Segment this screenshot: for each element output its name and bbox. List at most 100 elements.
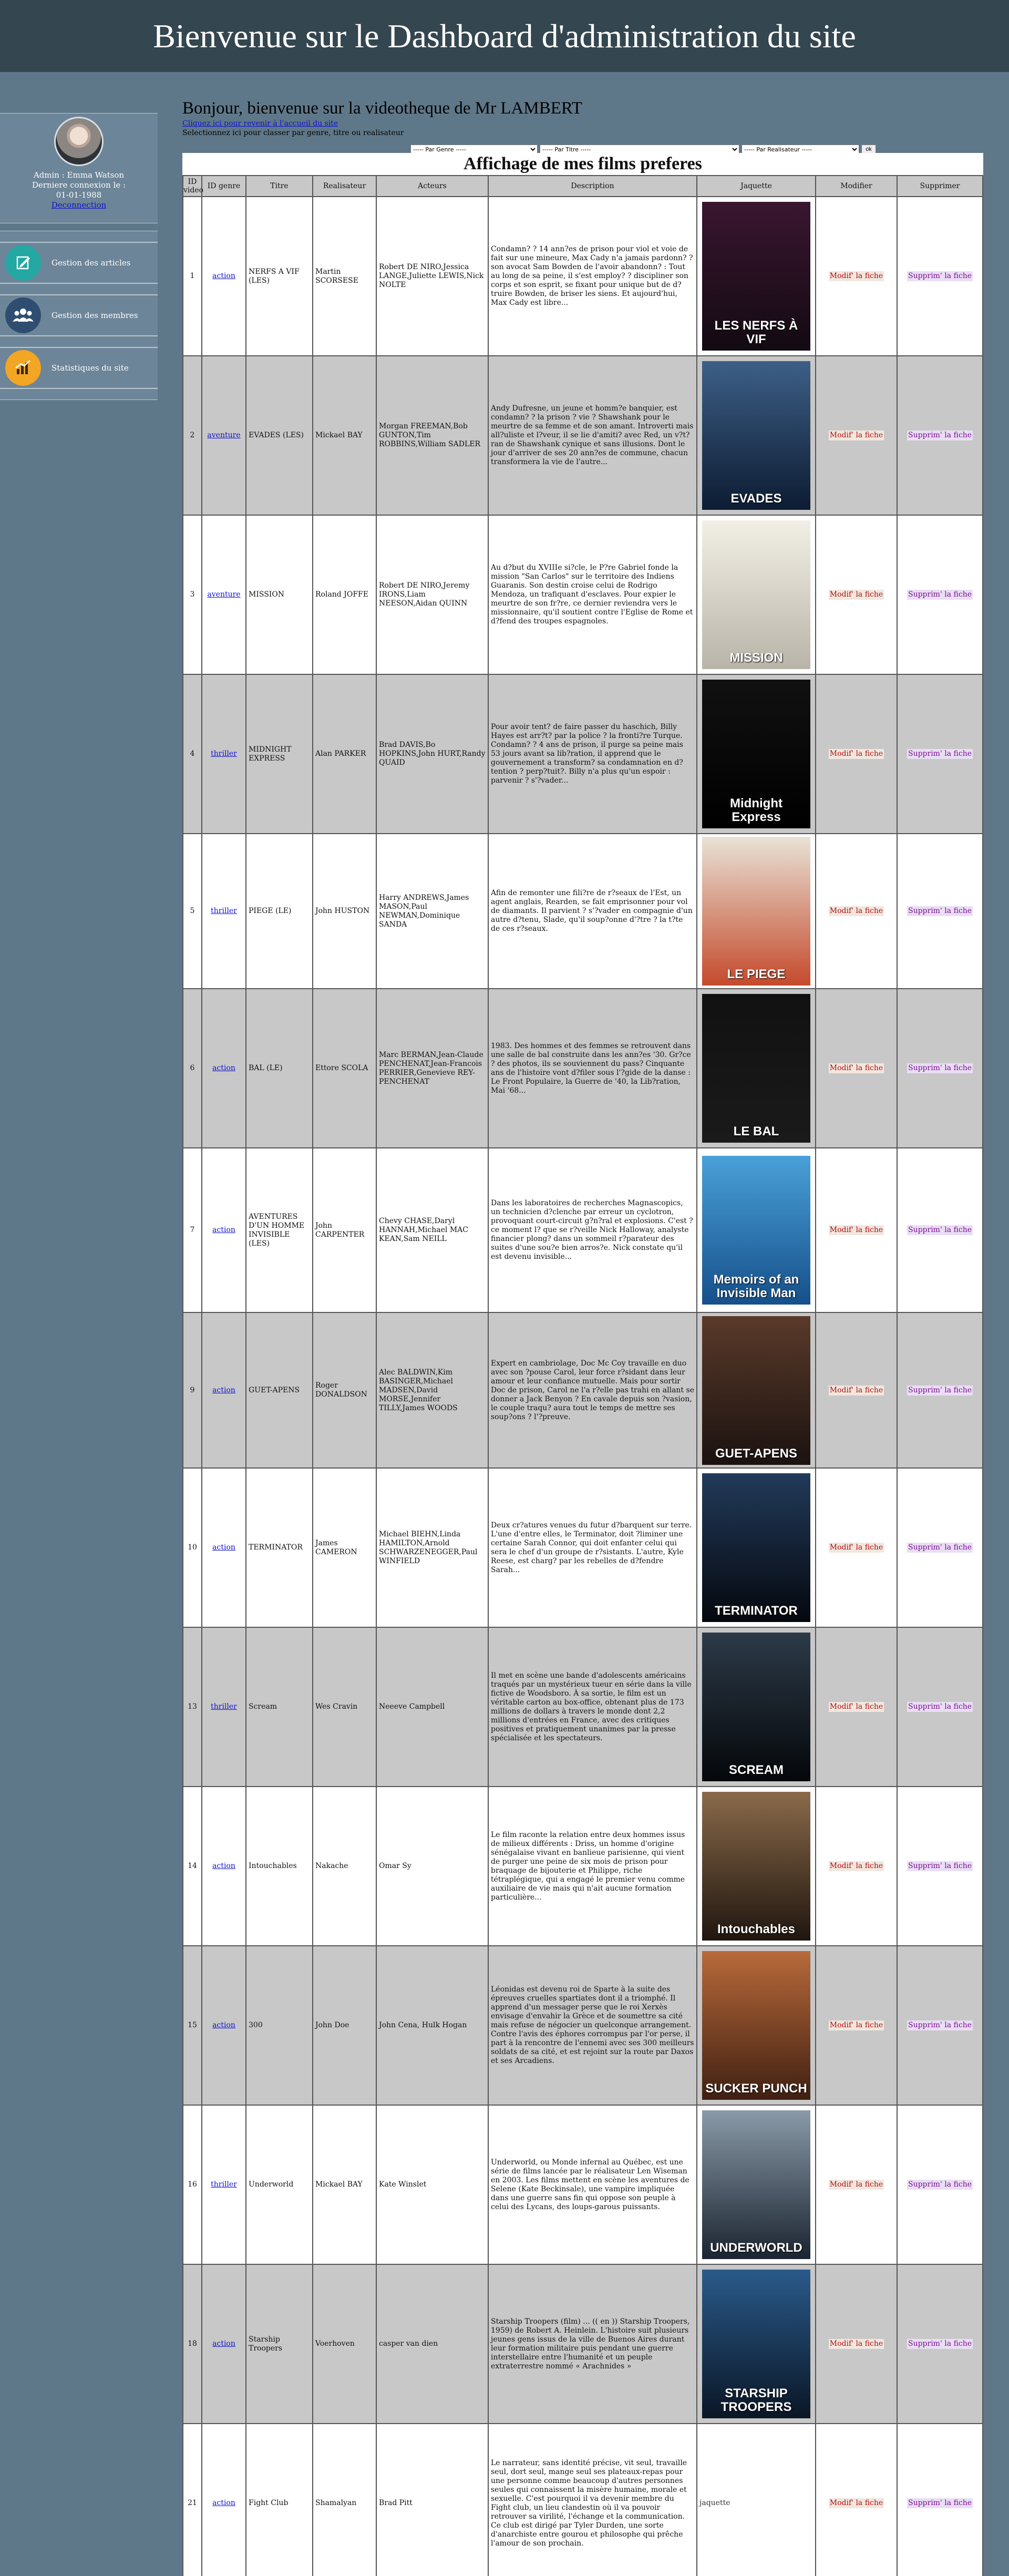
column-header: ID video — [182, 175, 203, 197]
poster-cell: LES NERFS À VIF — [696, 196, 816, 356]
table-row: 3 aventure MISSION Roland JOFFE Robert DE NI… — [182, 515, 983, 675]
modify-button[interactable]: Modif' la fiche — [828, 2180, 884, 2190]
actors-cell: Chevy CHASE,Daryl HANNAH,Michael MAC KEA… — [376, 1147, 489, 1313]
delete-button[interactable]: Supprim' la fiche — [907, 1385, 973, 1395]
poster-cell: Intouchables — [696, 1786, 816, 1946]
modify-button[interactable]: Modif' la fiche — [828, 2339, 884, 2349]
description-cell: Deux cr?atures venues du futur d?barquen… — [488, 1467, 697, 1628]
genre-link[interactable]: aventure — [207, 431, 241, 439]
genre-link[interactable]: action — [212, 272, 235, 280]
poster-image: LES NERFS À VIF — [702, 202, 810, 351]
title-cell: Underworld — [245, 2105, 313, 2265]
column-header: ID genre — [201, 175, 246, 197]
genre-link[interactable]: action — [212, 1543, 235, 1552]
genre-link[interactable]: thriller — [211, 907, 237, 915]
sidebar-item-articles[interactable]: Gestion des articles — [0, 242, 158, 283]
genre-link[interactable]: action — [212, 1386, 235, 1394]
actors-cell: Brad DAVIS,Bo HOPKINS,John HURT,Randy QU… — [376, 674, 489, 834]
poster-title: EVADES — [730, 491, 782, 506]
title-cell: TERMINATOR — [245, 1467, 313, 1628]
video-id-cell: 2 — [182, 355, 202, 516]
modify-button[interactable]: Modif' la fiche — [828, 271, 884, 281]
modify-button[interactable]: Modif' la fiche — [828, 1385, 884, 1395]
poster-image: EVADES — [702, 361, 810, 510]
table-row: 14 action Intouchables Nakache Omar Sy Le fil… — [182, 1786, 983, 1946]
modify-button[interactable]: Modif' la fiche — [828, 749, 884, 759]
column-header: Supprimer — [897, 175, 983, 197]
title-cell: Intouchables — [245, 1786, 313, 1946]
video-id-cell: 14 — [182, 1786, 202, 1946]
modify-button[interactable]: Modif' la fiche — [828, 590, 884, 600]
delete-button[interactable]: Supprim' la fiche — [907, 1861, 973, 1871]
sidebar-item-members[interactable]: Gestion des membres — [0, 295, 158, 336]
filter-bar: ----- Par Genre ----- ----- Par Titre --… — [410, 145, 876, 154]
delete-button[interactable]: Supprim' la fiche — [907, 2020, 973, 2030]
title-select[interactable]: ----- Par Titre ----- — [540, 145, 739, 154]
video-id-cell: 1 — [182, 196, 202, 356]
modify-button[interactable]: Modif' la fiche — [828, 1861, 884, 1871]
description-cell: Afin de remonter une fili?re de r?seaux … — [488, 833, 697, 989]
delete-button[interactable]: Supprim' la fiche — [907, 271, 973, 281]
director-select[interactable]: ----- Par Realisateur ----- — [742, 145, 859, 154]
table-row: 21 action Fight Club Shamalyan Brad Pitt Le n… — [182, 2423, 983, 2576]
films-table-wrapper: Affichage de mes films preferes ID video… — [182, 153, 983, 2576]
modify-button[interactable]: Modif' la fiche — [828, 430, 884, 440]
sidebar-item-stats[interactable]: Statistiques du site — [0, 347, 158, 388]
delete-button[interactable]: Supprim' la fiche — [907, 2498, 973, 2508]
description-cell: Condamn? ? 14 ann?es de prison pour viol… — [488, 196, 697, 356]
delete-button[interactable]: Supprim' la fiche — [907, 749, 973, 759]
delete-button[interactable]: Supprim' la fiche — [907, 1543, 973, 1553]
delete-button[interactable]: Supprim' la fiche — [907, 2339, 973, 2349]
delete-button[interactable]: Supprim' la fiche — [907, 1225, 973, 1235]
description-cell: Expert en cambriolage, Doc Mc Coy travai… — [488, 1312, 697, 1469]
modify-button[interactable]: Modif' la fiche — [828, 1063, 884, 1073]
poster-title: Midnight Express — [730, 796, 783, 824]
genre-link[interactable]: action — [212, 1064, 235, 1072]
modify-button[interactable]: Modif' la fiche — [828, 2498, 884, 2508]
delete-button[interactable]: Supprim' la fiche — [907, 590, 973, 600]
title-cell: Fight Club — [245, 2423, 313, 2576]
poster-title: STARSHIP TROOPERS — [720, 2386, 792, 2414]
genre-link[interactable]: action — [212, 2499, 235, 2507]
actors-cell: Robert DE NIRO,Jessica LANGE,Juliette LE… — [376, 196, 489, 356]
delete-button[interactable]: Supprim' la fiche — [907, 1063, 973, 1073]
back-home-link[interactable]: Cliquez ici pour revenir à l'accueil du … — [182, 119, 338, 128]
actors-cell: Robert DE NIRO,Jeremy IRONS,Liam NEESON,… — [376, 515, 489, 675]
video-id-cell: 21 — [182, 2423, 202, 2576]
logout-link[interactable]: Deconnection — [51, 200, 107, 210]
actors-cell: Alec BALDWIN,Kim BASINGER,Michael MADSEN… — [376, 1312, 489, 1469]
sidebar-item-label: Gestion des membres — [52, 311, 138, 320]
modify-button[interactable]: Modif' la fiche — [828, 1225, 884, 1235]
delete-button[interactable]: Supprim' la fiche — [907, 430, 973, 440]
poster-image: MISSION — [702, 520, 810, 669]
genre-select[interactable]: ----- Par Genre ----- — [410, 145, 538, 154]
director-cell: John Doe — [312, 1945, 377, 2106]
genre-link[interactable]: action — [212, 2339, 235, 2348]
poster-image: Intouchables — [702, 1792, 810, 1941]
genre-link[interactable]: aventure — [207, 590, 241, 599]
poster-cell: UNDERWORLD — [696, 2105, 816, 2265]
delete-button[interactable]: Supprim' la fiche — [907, 1702, 973, 1712]
poster-title: UNDERWORLD — [710, 2241, 802, 2255]
delete-button[interactable]: Supprim' la fiche — [907, 2180, 973, 2190]
genre-link[interactable]: action — [212, 1226, 235, 1234]
actors-cell: Neeeve Campbell — [376, 1627, 489, 1787]
title-cell: NERFS A VIF (LES) — [245, 196, 313, 356]
modify-button[interactable]: Modif' la fiche — [828, 906, 884, 916]
genre-link[interactable]: thriller — [211, 750, 237, 758]
modify-button[interactable]: Modif' la fiche — [828, 1543, 884, 1553]
sidebar-divider — [0, 283, 158, 295]
table-row: 9 action GUET-APENS Roger DONALDSON Alec BAL… — [182, 1312, 983, 1469]
genre-link[interactable]: thriller — [211, 1702, 237, 1711]
delete-button[interactable]: Supprim' la fiche — [907, 906, 973, 916]
genre-link[interactable]: thriller — [211, 2180, 237, 2189]
modify-button[interactable]: Modif' la fiche — [828, 2020, 884, 2030]
poster-image: Midnight Express — [702, 680, 810, 828]
poster-image: LE BAL — [702, 994, 810, 1143]
genre-link[interactable]: action — [212, 1862, 235, 1870]
modify-button[interactable]: Modif' la fiche — [828, 1702, 884, 1712]
director-cell: John HUSTON — [312, 833, 377, 989]
genre-link[interactable]: action — [212, 2021, 235, 2029]
description-cell: 1983. Des hommes et des femmes se retrou… — [488, 988, 697, 1148]
poster-image: STARSHIP TROOPERS — [702, 2270, 810, 2418]
